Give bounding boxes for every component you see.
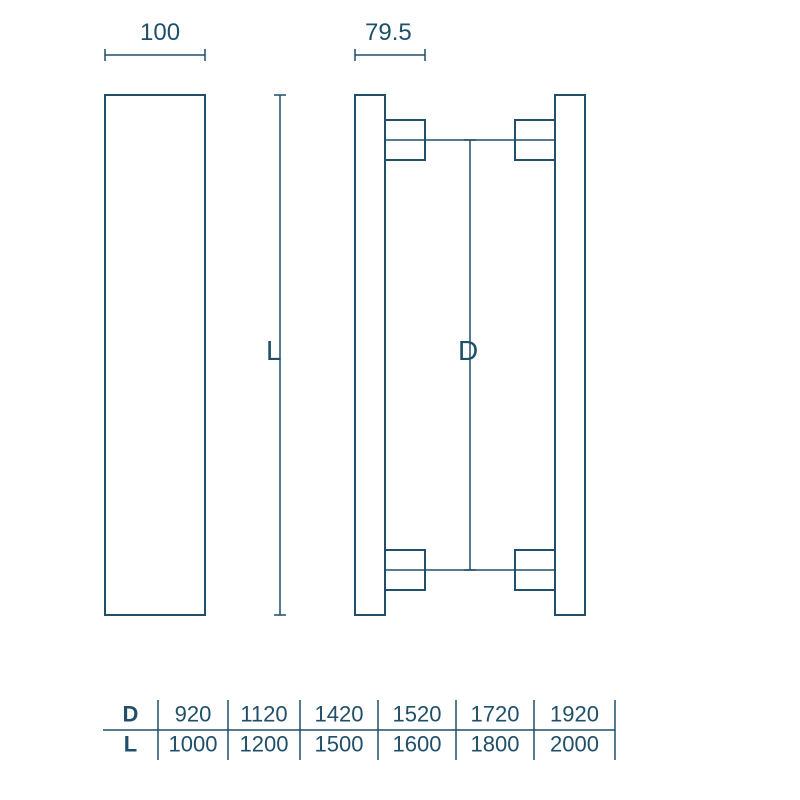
dim-D-label: D <box>458 335 478 366</box>
table-cell-0-1: 1120 <box>240 702 287 727</box>
table-cell-0-2: 1420 <box>315 702 364 727</box>
table-cell-1-4: 1800 <box>471 732 520 757</box>
table-cell-1-2: 1500 <box>315 732 364 757</box>
dim-795-label: 79.5 <box>365 19 412 46</box>
table-row-label-D: D <box>123 702 139 727</box>
dim-L-label: L <box>266 335 282 366</box>
dim-100-label: 100 <box>140 19 180 46</box>
table-cell-1-3: 1600 <box>393 732 442 757</box>
table-cell-0-4: 1720 <box>471 702 520 727</box>
front-view-rect <box>105 95 205 615</box>
table-cell-1-0: 1000 <box>169 732 218 757</box>
table-row-label-L: L <box>124 732 137 757</box>
table-cell-0-0: 920 <box>175 702 212 727</box>
side-bar-right <box>555 95 585 615</box>
table-cell-0-5: 1920 <box>550 702 599 727</box>
table-cell-0-3: 1520 <box>393 702 442 727</box>
side-bar-left <box>355 95 385 615</box>
table-cell-1-5: 2000 <box>550 732 599 757</box>
table-cell-1-1: 1200 <box>240 732 289 757</box>
